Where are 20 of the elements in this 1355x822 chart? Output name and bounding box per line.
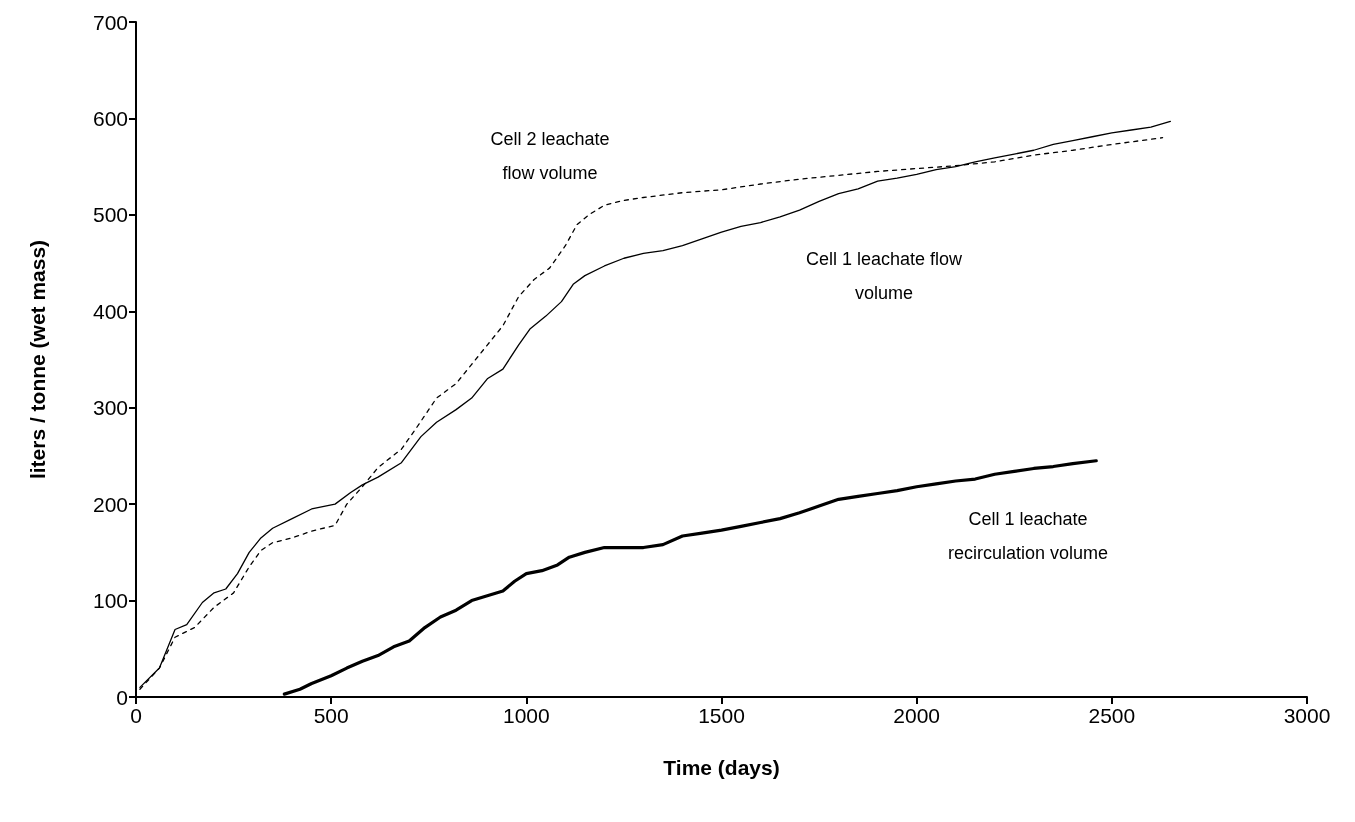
annotation: Cell 1 leachate recirculation volume [947, 509, 1109, 563]
x-tick-label: 0 [130, 704, 142, 727]
y-tick-label: 0 [116, 685, 128, 709]
annotation: Cell 2 leachate flow volume [490, 129, 610, 183]
y-tick-label: 500 [92, 203, 128, 227]
y-tick-label: 400 [92, 299, 128, 323]
y-tick-label: 200 [92, 492, 128, 516]
y-tick-label: 600 [92, 106, 128, 130]
y-tick-label: 100 [92, 589, 128, 613]
x-tick-label: 500 [313, 704, 349, 727]
x-tick-label: 3000 [1283, 704, 1331, 727]
x-tick-label: 2000 [893, 704, 941, 727]
y-axis-title: liters / tonne (wet mass) [26, 239, 49, 480]
y-tick-label: 300 [92, 396, 128, 420]
y-tick-label: 700 [92, 10, 128, 34]
annotation: Cell 1 leachate flow volume [805, 249, 964, 303]
x-tick-label: 1000 [502, 704, 550, 727]
x-tick-label: 1500 [698, 704, 745, 727]
x-axis-title: Time (days) [663, 756, 780, 779]
x-tick-label: 2500 [1088, 704, 1136, 727]
